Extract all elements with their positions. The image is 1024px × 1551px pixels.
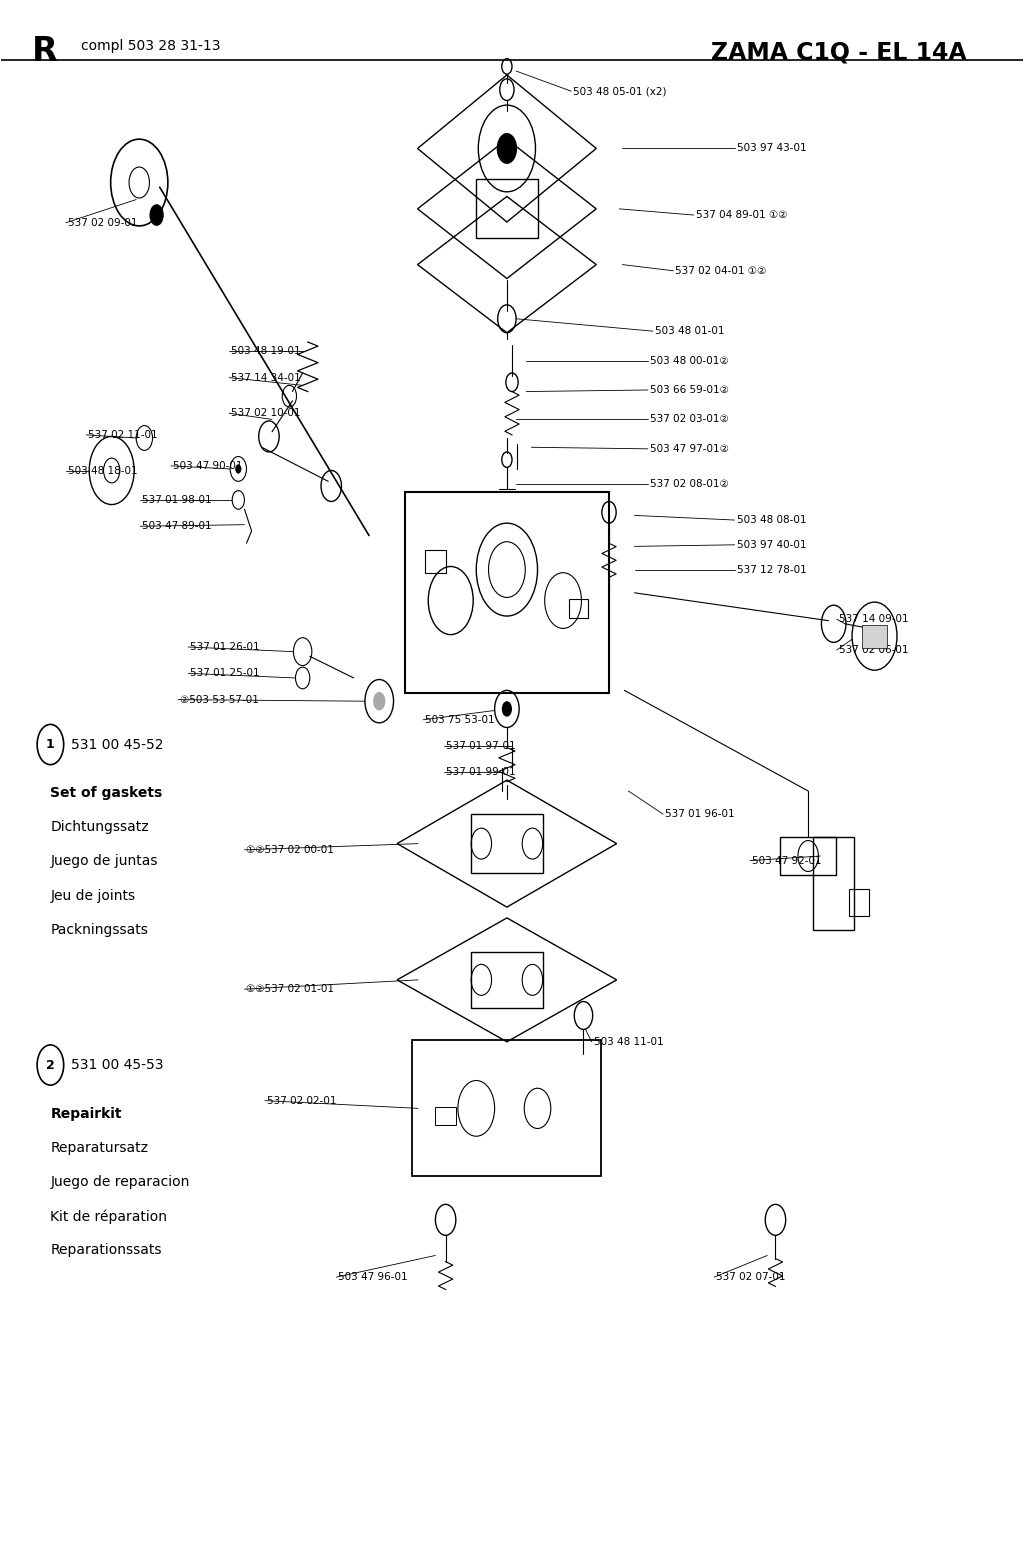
Text: compl 503 28 31-13: compl 503 28 31-13 (81, 39, 220, 53)
Text: Set of gaskets: Set of gaskets (50, 786, 163, 800)
Text: 503 48 08-01: 503 48 08-01 (736, 515, 806, 526)
Text: ②503 53 57-01: ②503 53 57-01 (180, 695, 259, 704)
Text: 503 75 53-01: 503 75 53-01 (425, 715, 495, 724)
Text: Jeu de joints: Jeu de joints (50, 889, 135, 903)
Bar (471, 952, 543, 1008)
Text: 537 02 11-01: 537 02 11-01 (88, 430, 158, 440)
Circle shape (497, 133, 517, 164)
Text: 503 97 43-01: 503 97 43-01 (736, 144, 806, 154)
Bar (569, 599, 588, 617)
Text: 537 02 02-01: 537 02 02-01 (267, 1095, 337, 1106)
Text: ZAMA C1Q - EL 14A: ZAMA C1Q - EL 14A (711, 40, 967, 64)
Text: Dichtungssatz: Dichtungssatz (50, 820, 150, 834)
Text: 2: 2 (46, 1058, 54, 1072)
Text: Repairkit: Repairkit (50, 1107, 122, 1121)
Text: 537 04 89-01 ①②: 537 04 89-01 ①② (696, 209, 787, 220)
Text: 531 00 45-52: 531 00 45-52 (71, 738, 164, 752)
Text: 503 48 00-01②: 503 48 00-01② (650, 355, 728, 366)
Text: Reparatursatz: Reparatursatz (50, 1142, 148, 1155)
Text: ①②537 02 01-01: ①②537 02 01-01 (247, 985, 335, 994)
Text: 503 48 05-01 (x2): 503 48 05-01 (x2) (573, 87, 667, 96)
Text: 503 48 01-01: 503 48 01-01 (655, 326, 724, 337)
Text: 537 01 99-01: 537 01 99-01 (445, 768, 515, 777)
Text: 503 47 97-01②: 503 47 97-01② (650, 444, 729, 454)
Text: 503 47 92-01: 503 47 92-01 (752, 856, 821, 865)
Text: 503 66 59-01②: 503 66 59-01② (650, 385, 729, 396)
Circle shape (502, 701, 512, 717)
Text: 537 01 96-01: 537 01 96-01 (666, 810, 735, 819)
Text: 537 12 78-01: 537 12 78-01 (736, 565, 807, 574)
Text: 503 47 90-01: 503 47 90-01 (173, 461, 243, 472)
Circle shape (236, 464, 242, 473)
Bar (435, 1107, 456, 1126)
Text: 537 14 34-01: 537 14 34-01 (231, 372, 301, 383)
Bar (849, 889, 869, 917)
Bar (780, 836, 837, 875)
Text: R: R (32, 36, 57, 68)
Text: 537 02 09-01: 537 02 09-01 (68, 217, 137, 228)
Bar (813, 838, 854, 931)
Text: Juego de juntas: Juego de juntas (50, 855, 158, 869)
Text: 537 02 03-01②: 537 02 03-01② (650, 414, 729, 425)
Text: 1: 1 (46, 738, 54, 751)
Text: 503 48 11-01: 503 48 11-01 (594, 1036, 664, 1047)
Bar (413, 1041, 601, 1177)
Circle shape (373, 692, 385, 710)
Text: 537 02 07-01: 537 02 07-01 (716, 1272, 785, 1283)
Text: 537 01 97-01: 537 01 97-01 (445, 741, 515, 751)
Text: Kit de réparation: Kit de réparation (50, 1208, 167, 1224)
Bar (404, 492, 609, 693)
Text: Packningssats: Packningssats (50, 923, 148, 937)
Text: 537 02 10-01: 537 02 10-01 (231, 408, 301, 419)
Text: 503 47 96-01: 503 47 96-01 (338, 1272, 408, 1283)
Circle shape (150, 205, 164, 226)
Text: Reparationssats: Reparationssats (50, 1242, 162, 1256)
Text: 537 14 09-01: 537 14 09-01 (839, 614, 908, 624)
Text: 537 02 06-01: 537 02 06-01 (839, 645, 908, 655)
Text: 503 97 40-01: 503 97 40-01 (736, 540, 806, 549)
Text: 531 00 45-53: 531 00 45-53 (71, 1058, 164, 1072)
Text: 537 01 98-01: 537 01 98-01 (142, 495, 212, 506)
Text: 537 02 08-01②: 537 02 08-01② (650, 479, 729, 490)
Bar (471, 814, 543, 873)
Text: ①②537 02 00-01: ①②537 02 00-01 (247, 845, 335, 855)
Bar (862, 625, 888, 648)
Bar (476, 180, 538, 239)
Text: 537 01 25-01: 537 01 25-01 (190, 668, 260, 678)
Text: 503 47 89-01: 503 47 89-01 (142, 521, 212, 532)
Text: Juego de reparacion: Juego de reparacion (50, 1176, 189, 1190)
Bar (425, 551, 445, 574)
Text: 503 48 19-01: 503 48 19-01 (231, 346, 301, 357)
Text: 503 48 18-01: 503 48 18-01 (68, 465, 137, 476)
Text: 537 01 26-01: 537 01 26-01 (190, 642, 260, 651)
Text: 537 02 04-01 ①②: 537 02 04-01 ①② (676, 265, 767, 276)
